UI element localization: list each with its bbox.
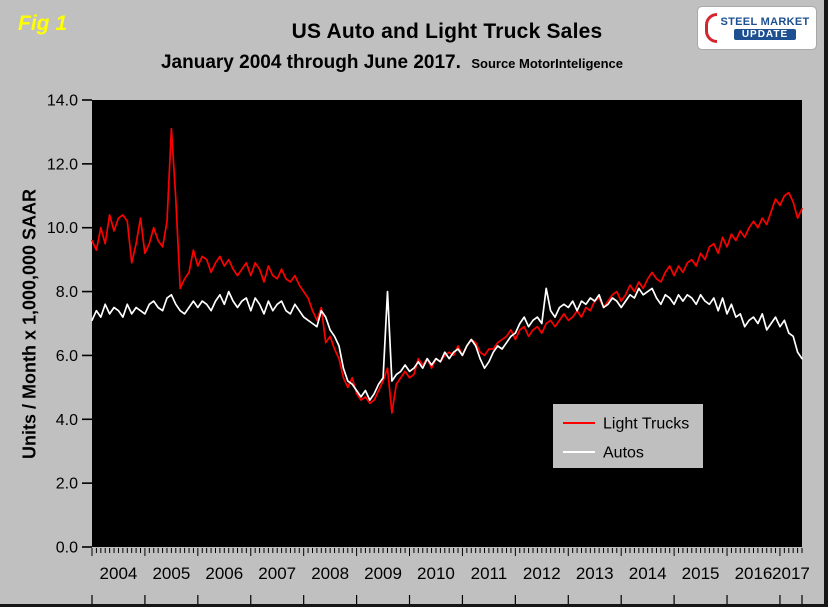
logo-swoosh-icon — [704, 13, 717, 43]
x-year-label: 2007 — [258, 564, 296, 583]
figure-label: Fig 1 — [18, 12, 68, 35]
title-block: US Auto and Light Truck Sales — [92, 20, 802, 44]
legend-box — [553, 404, 703, 468]
y-tick-label: 2.0 — [56, 476, 78, 493]
x-year-label: 2012 — [523, 564, 561, 583]
legend-label-light-trucks: Light Trucks — [603, 416, 689, 433]
x-year-label: 2005 — [152, 564, 190, 583]
x-year-label: 2010 — [417, 564, 455, 583]
y-axis-title: Units / Month x 1,000,000 SAAR — [19, 188, 40, 460]
x-year-label: 2004 — [100, 564, 138, 583]
x-year-label: 2014 — [629, 564, 667, 583]
logo-text: STEEL MARKET UPDATE — [720, 16, 810, 40]
x-year-label: 2011 — [471, 564, 508, 583]
y-tick-label: 12.0 — [47, 156, 78, 173]
x-year-label: 2006 — [205, 564, 243, 583]
y-tick-label: 8.0 — [56, 284, 78, 301]
steel-market-update-logo: STEEL MARKET UPDATE — [698, 7, 816, 49]
logo-line1: STEEL MARKET — [720, 16, 810, 29]
y-tick-label: 6.0 — [56, 348, 78, 365]
x-year-label: 2015 — [682, 564, 720, 583]
y-tick-label: 14.0 — [47, 93, 78, 110]
chart-source: Source MotorInteligence — [471, 56, 624, 71]
y-tick-label: 4.0 — [56, 412, 78, 429]
x-year-label: 2013 — [576, 564, 614, 583]
logo-line2: UPDATE — [733, 28, 797, 40]
plot-area — [92, 100, 802, 547]
chart-subtitle: January 2004 through June 2017. — [160, 52, 461, 73]
chart-title: US Auto and Light Truck Sales — [291, 20, 603, 43]
x-year-label: 2008 — [311, 564, 349, 583]
legend-label-autos: Autos — [603, 445, 644, 462]
x-year-label: 2009 — [364, 564, 402, 583]
series-line-autos — [91, 287, 803, 401]
x-year-label: 2017 — [772, 564, 810, 583]
x-year-label: 2016 — [735, 564, 773, 583]
y-tick-label: 0.0 — [56, 540, 78, 557]
y-tick-label: 10.0 — [47, 220, 78, 237]
series-line-light-trucks — [91, 127, 803, 414]
subtitle-block: January 2004 through June 2017. Source M… — [0, 52, 784, 74]
